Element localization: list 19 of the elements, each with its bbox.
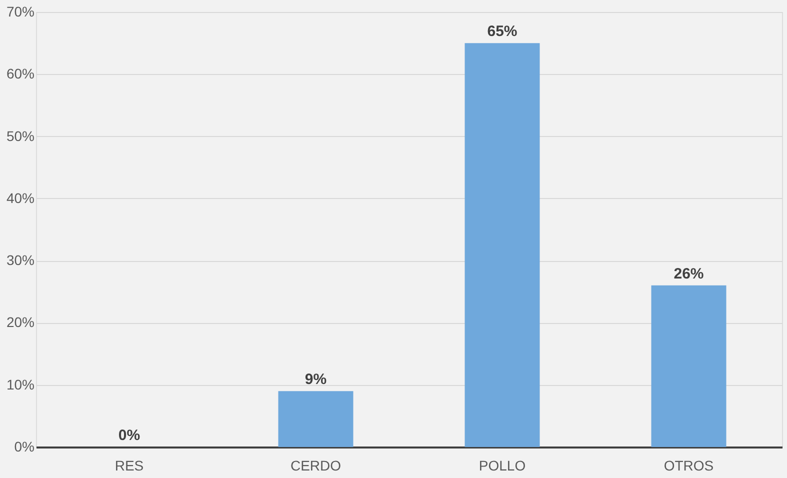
y-tick-label: 10% [6, 376, 34, 392]
bar [651, 285, 726, 447]
data-label: 9% [304, 371, 327, 388]
y-tick-label: 60% [6, 66, 34, 82]
y-tick-label: 70% [6, 4, 34, 20]
data-label: 65% [487, 23, 518, 40]
bar [278, 391, 354, 447]
y-tick-label: 30% [6, 252, 34, 268]
x-tick-label: RES [114, 458, 144, 474]
data-label: 0% [118, 427, 140, 444]
data-label: 26% [674, 265, 704, 282]
x-tick-label: OTROS [664, 458, 714, 474]
y-tick-label: 0% [14, 438, 34, 454]
y-tick-label: 40% [6, 190, 34, 206]
x-tick-label: POLLO [478, 458, 526, 474]
y-tick-label: 20% [6, 314, 34, 330]
x-tick-label: CERDO [290, 458, 342, 474]
y-tick-label: 50% [6, 128, 34, 144]
bar [464, 43, 540, 447]
